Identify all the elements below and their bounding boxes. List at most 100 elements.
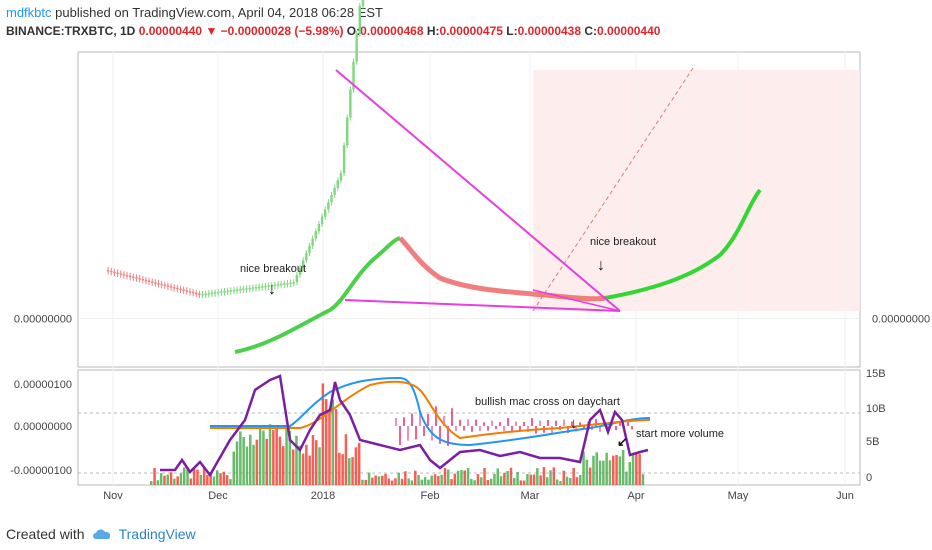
volume-bar bbox=[427, 479, 430, 485]
candle-up bbox=[298, 267, 302, 275]
candle-up bbox=[261, 286, 264, 288]
candle-down bbox=[160, 283, 163, 286]
macd-histogram-bar bbox=[563, 419, 565, 426]
fib-trend-line bbox=[532, 64, 696, 312]
volume-bar bbox=[331, 399, 334, 485]
volume-bar bbox=[552, 467, 556, 485]
volume-bar bbox=[150, 481, 153, 485]
footer: Created with TradingView bbox=[6, 526, 196, 542]
low-label: L: bbox=[506, 24, 518, 38]
candle-down bbox=[195, 292, 198, 295]
candle-down bbox=[147, 280, 151, 283]
volume-bar bbox=[585, 459, 589, 485]
y-tick-right: 0.00000000 bbox=[872, 314, 930, 326]
volume-bar bbox=[414, 470, 417, 485]
candle-up bbox=[358, 5, 362, 34]
candle-up bbox=[229, 290, 233, 292]
macd-histogram-bar bbox=[547, 420, 549, 426]
candle-up bbox=[308, 245, 311, 254]
author-link[interactable]: mdfkbtc bbox=[6, 5, 52, 20]
volume-bar bbox=[199, 474, 202, 485]
macd-y-tick: -0.00000100 bbox=[10, 465, 72, 477]
volume-bar bbox=[456, 470, 460, 485]
volume-bar bbox=[390, 480, 394, 485]
x-tick: Mar bbox=[521, 490, 540, 502]
volume-bar bbox=[163, 475, 166, 485]
x-tick: Nov bbox=[103, 490, 123, 502]
volume-bar bbox=[549, 470, 552, 485]
x-tick: Jun bbox=[836, 490, 854, 502]
macd-histogram-bar bbox=[455, 426, 457, 432]
volume-bar bbox=[173, 478, 176, 485]
volume-bar bbox=[328, 408, 331, 485]
candle-up bbox=[301, 260, 305, 268]
volume-bar bbox=[255, 439, 259, 485]
tradingview-brand[interactable]: TradingView bbox=[118, 526, 196, 542]
candle-up bbox=[235, 289, 239, 291]
candle-down bbox=[198, 293, 201, 295]
candle-down bbox=[141, 278, 144, 281]
volume-bar bbox=[153, 468, 156, 485]
macd-histogram-bar bbox=[403, 417, 405, 426]
volume-bar bbox=[417, 474, 420, 485]
volume-bar bbox=[364, 479, 367, 485]
candle-down bbox=[182, 289, 185, 291]
macd-histogram-bar bbox=[439, 426, 441, 444]
candle-up bbox=[346, 117, 349, 146]
volume-bar bbox=[169, 472, 173, 485]
volume-bar bbox=[480, 477, 483, 485]
candle-down bbox=[128, 275, 132, 278]
volume-bar bbox=[176, 476, 179, 485]
volume-bar bbox=[229, 479, 232, 485]
macd-histogram-bar bbox=[499, 422, 501, 426]
volume-bar bbox=[272, 430, 275, 485]
down-arrow-icon: ▼ bbox=[205, 24, 218, 38]
x-tick: Dec bbox=[208, 490, 228, 502]
macd-histogram-bar bbox=[423, 426, 425, 436]
symbol-label: BINANCE:TRXBTC, 1D bbox=[6, 24, 136, 38]
price-change: −0.00000028 (−5.98%) bbox=[220, 24, 344, 38]
volume-bar bbox=[470, 478, 473, 485]
volume-bar bbox=[612, 455, 615, 485]
volume-bar bbox=[489, 478, 493, 485]
candle-down bbox=[179, 288, 182, 291]
volume-bar bbox=[542, 467, 546, 485]
candle-down bbox=[157, 283, 160, 285]
volume-y-tick: 5B bbox=[866, 436, 879, 448]
volume-bar bbox=[387, 478, 391, 485]
macd-histogram-bar bbox=[451, 408, 453, 426]
candle-up bbox=[242, 288, 245, 291]
macd-histogram-bar bbox=[447, 426, 449, 446]
volume-bar bbox=[305, 444, 308, 485]
candle-up bbox=[273, 284, 277, 287]
volume-bar bbox=[486, 479, 490, 485]
volume-bar bbox=[222, 471, 226, 485]
volume-bar bbox=[496, 468, 499, 485]
volume-bar bbox=[453, 473, 457, 485]
macd-histogram-bar bbox=[411, 413, 413, 426]
macd-histogram-bar bbox=[467, 419, 469, 426]
volume-bar bbox=[183, 467, 186, 485]
candle-up bbox=[248, 287, 251, 290]
volume-bar bbox=[621, 450, 625, 485]
volume-bar bbox=[499, 476, 503, 485]
candle-up bbox=[232, 289, 236, 292]
candle-up bbox=[336, 180, 339, 188]
volume-bar bbox=[546, 477, 549, 485]
tradingview-cloud-icon bbox=[92, 529, 110, 539]
volume-bar bbox=[354, 447, 358, 485]
volume-bar bbox=[324, 399, 328, 485]
macd-histogram-bar bbox=[483, 422, 485, 426]
macd-histogram-bar bbox=[479, 426, 481, 432]
macd-histogram-bar bbox=[571, 421, 573, 426]
volume-bar bbox=[377, 476, 381, 485]
volume-bar bbox=[506, 470, 509, 485]
volume-bar bbox=[450, 479, 453, 485]
candle-up bbox=[342, 145, 346, 174]
candle-up bbox=[220, 291, 223, 293]
volume-bar bbox=[384, 473, 387, 485]
volume-bar bbox=[216, 470, 219, 485]
volume-bar bbox=[555, 479, 559, 485]
macd-histogram-bar bbox=[511, 426, 513, 433]
